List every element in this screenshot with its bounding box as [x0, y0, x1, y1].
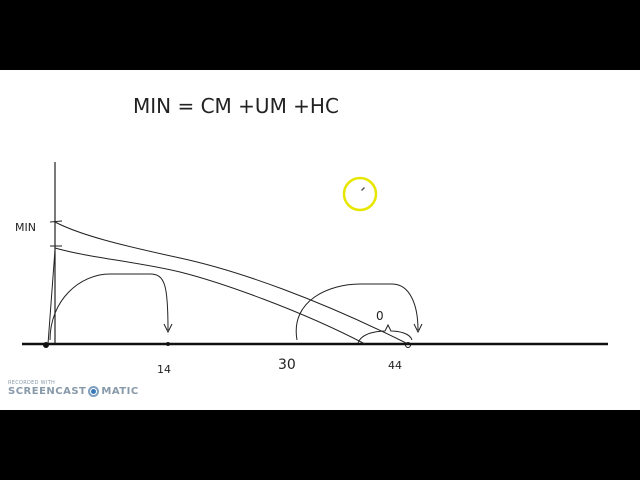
y-axis-label: MIN — [15, 221, 36, 234]
tick-min-top — [49, 220, 63, 223]
watermark: RECORDED WITH SCREENCAST MATIC — [8, 380, 139, 397]
gap-brace — [357, 323, 413, 344]
screencast-logo-icon — [88, 386, 100, 397]
x-label-30: 30 — [278, 357, 296, 373]
arc-to-44 — [295, 283, 419, 341]
x-label-14: 14 — [157, 363, 171, 376]
gap-label: 0 — [376, 309, 384, 323]
whiteboard — [0, 70, 640, 410]
point-origin — [43, 342, 49, 348]
arrow-44 — [413, 323, 423, 334]
point-14 — [166, 342, 170, 346]
watermark-recorded: RECORDED WITH — [8, 380, 56, 386]
arrow-14 — [163, 323, 173, 334]
watermark-brand-left: SCREENCAST — [8, 386, 87, 397]
arc-to-14 — [49, 273, 169, 341]
point-44 — [405, 342, 411, 348]
cursor-highlight — [342, 176, 378, 212]
x-label-44: 44 — [388, 359, 402, 372]
upper-line — [54, 221, 409, 345]
watermark-brand-right: MATIC — [101, 386, 139, 397]
left-connector — [47, 249, 56, 345]
lower-line — [54, 247, 366, 345]
pencil-icon — [361, 187, 365, 191]
equation: MIN = CM +UM +HC — [133, 94, 339, 118]
